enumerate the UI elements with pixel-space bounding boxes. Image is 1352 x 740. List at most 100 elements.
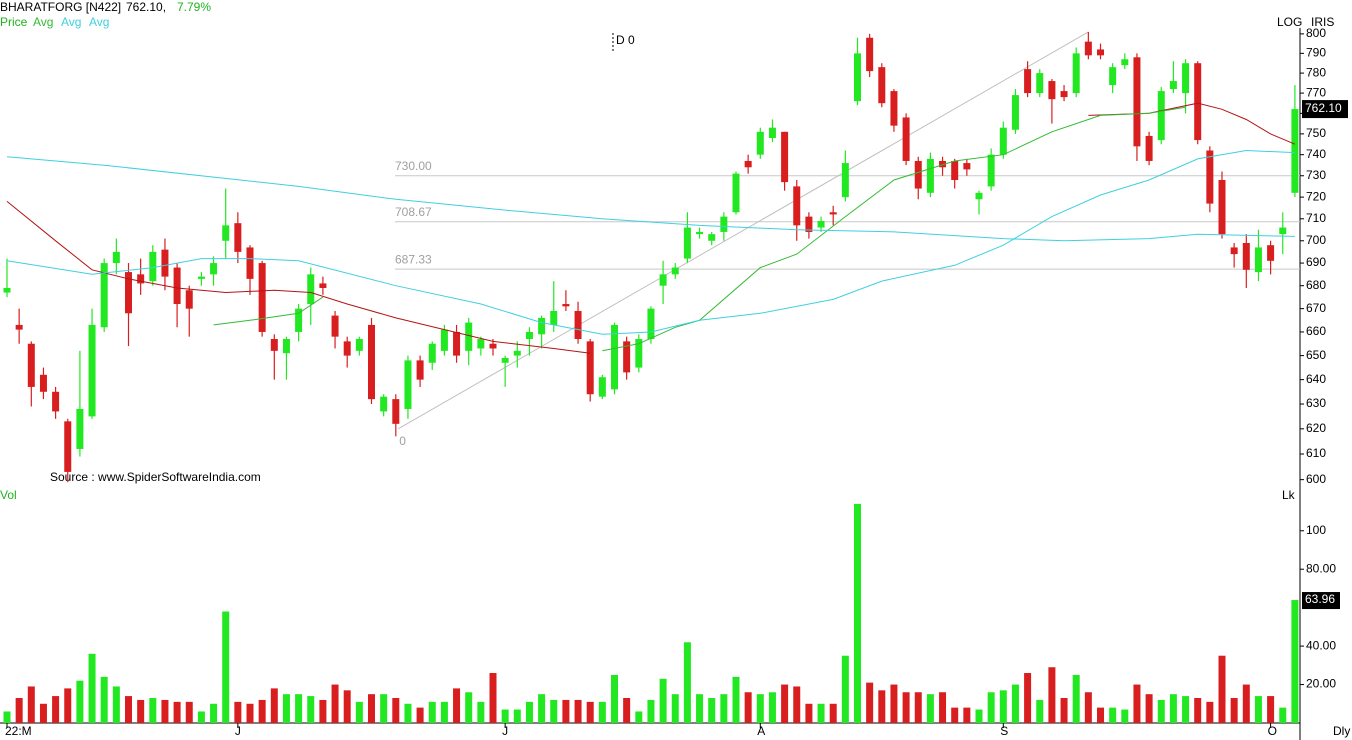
level-label: 687.33	[395, 252, 432, 266]
volume-bar	[732, 676, 740, 723]
candle-body	[538, 317, 546, 335]
candle-body	[732, 173, 740, 213]
volume-bar	[1206, 701, 1214, 723]
y-tick-label: 40.00	[1306, 638, 1336, 652]
candle-body	[392, 399, 400, 424]
y-tick-label: 690	[1306, 255, 1326, 269]
volume-bar	[1072, 674, 1080, 723]
volume-bar	[562, 699, 570, 723]
volume-bar	[1109, 707, 1117, 723]
average-line	[6, 156, 1295, 242]
volume-bar	[15, 698, 23, 723]
candle-body	[416, 360, 424, 380]
volume-bar	[1279, 707, 1287, 723]
volume-bar	[112, 686, 120, 723]
candle-body	[282, 339, 290, 354]
volume-bar	[768, 692, 776, 723]
candle-body	[1060, 91, 1068, 98]
candle-body	[112, 251, 120, 264]
x-tick-label: J	[502, 724, 508, 738]
volume-bar	[355, 701, 363, 723]
y-tick-label: 610	[1306, 446, 1326, 460]
y-tick-label: 770	[1306, 85, 1326, 99]
candle-body	[756, 131, 764, 155]
candle-body	[1218, 180, 1226, 235]
trendline	[397, 31, 1089, 430]
volume-bar	[125, 696, 132, 723]
candle-body	[1206, 150, 1214, 204]
volume-bar	[149, 698, 157, 723]
y-tick-label: 600	[1306, 472, 1326, 486]
volume-bar	[647, 699, 655, 723]
candle-body	[15, 324, 23, 330]
y-tick-label: 750	[1306, 126, 1326, 140]
candle-body	[404, 360, 412, 409]
volume-bar	[611, 674, 618, 723]
volume-bar	[1242, 684, 1250, 723]
candle-body	[39, 374, 47, 392]
legend-entry: Avg	[33, 15, 53, 29]
candle-body	[1254, 247, 1262, 273]
candle-body	[3, 287, 11, 293]
volume-bar	[489, 673, 497, 723]
volume-bar	[963, 707, 971, 723]
candle-body	[1169, 81, 1177, 90]
candle-body	[477, 339, 485, 349]
x-tick-label: S	[1000, 724, 1008, 738]
y-tick-label: 780	[1306, 65, 1326, 79]
candle-body	[64, 421, 72, 472]
volume-bar	[538, 694, 546, 723]
volume-bar	[1218, 655, 1226, 723]
volume-bar	[1194, 698, 1202, 723]
candle-body	[696, 231, 704, 235]
last-value-label: 63.96	[1305, 592, 1335, 606]
volume-bar	[866, 682, 874, 723]
volume-bar	[914, 692, 922, 723]
y-tick-label: 710	[1306, 211, 1326, 225]
volume-bar	[319, 699, 327, 723]
price: 762.10,	[126, 0, 166, 14]
candle-body	[1157, 91, 1165, 141]
volume-bar	[999, 690, 1007, 723]
volume-bar	[39, 703, 47, 723]
candle-body	[1279, 227, 1287, 235]
volume-bar	[428, 701, 436, 723]
candle-body	[331, 315, 339, 337]
volume-bar	[854, 503, 861, 723]
volume-bar	[295, 694, 303, 723]
candle-body	[501, 357, 509, 363]
y-tick-label: 800	[1306, 26, 1326, 40]
candle-body	[295, 308, 303, 332]
volume-bar	[1097, 707, 1104, 723]
candle-body	[902, 117, 910, 161]
candle-body	[525, 331, 533, 340]
candle-body	[246, 247, 254, 279]
indicator: IRIS	[1311, 15, 1334, 29]
volume-bar	[1157, 699, 1165, 723]
volume-bar	[878, 690, 886, 723]
candle-body	[926, 158, 934, 193]
candle-body	[829, 212, 837, 215]
volume-bar	[1036, 699, 1044, 723]
candle-body	[805, 216, 813, 232]
volume-bar	[586, 701, 594, 723]
candle-body	[319, 283, 327, 288]
volume-bar	[793, 686, 801, 723]
candle-body	[428, 343, 436, 363]
candle-body	[708, 234, 716, 241]
volume-bar	[392, 698, 400, 723]
y-tick-label: 680	[1306, 278, 1326, 292]
volume-bar	[27, 686, 35, 723]
candle-body	[866, 37, 874, 72]
y-tick-label: 650	[1306, 348, 1326, 362]
symbol: BHARATFORG [N422]	[0, 0, 121, 14]
volume-bar	[307, 696, 315, 723]
candle-body	[793, 186, 801, 226]
candle-body	[1230, 247, 1238, 255]
candle-body	[1072, 53, 1080, 94]
candle-body	[975, 192, 983, 200]
volume-bar	[76, 680, 84, 723]
candle-body	[355, 339, 363, 351]
